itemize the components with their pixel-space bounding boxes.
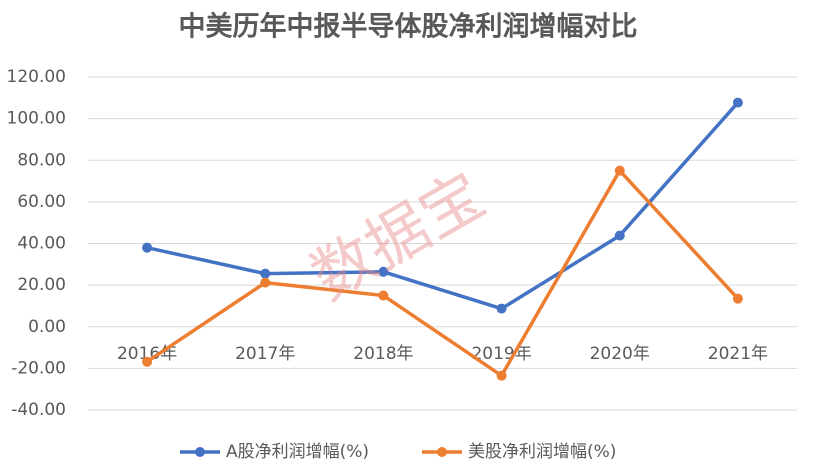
point — [614, 165, 625, 176]
y-tick-label: 80.00 — [17, 150, 66, 170]
legend-marker — [195, 447, 205, 457]
point — [496, 303, 507, 314]
y-tick-label: 120.00 — [7, 67, 66, 87]
watermark: 数据宝 — [299, 158, 497, 314]
point — [732, 97, 743, 108]
point — [732, 293, 743, 304]
y-tick-label: 40.00 — [17, 234, 66, 254]
point — [378, 290, 389, 301]
y-tick-label: 0.00 — [28, 317, 66, 337]
x-tick-label: 2020年 — [590, 344, 650, 364]
x-tick-label: 2017年 — [235, 344, 295, 364]
series-line — [146, 168, 740, 378]
point — [142, 242, 153, 253]
point — [260, 277, 271, 288]
y-tick-label: 20.00 — [17, 275, 66, 295]
y-tick-label: 60.00 — [17, 192, 66, 212]
x-tick-label: 2016年 — [117, 344, 177, 364]
point — [142, 356, 153, 367]
point — [614, 230, 625, 241]
y-tick-label: 100.00 — [7, 109, 66, 129]
series-line — [146, 101, 740, 311]
point — [260, 268, 271, 279]
legend-label: A股净利润增幅(%) — [226, 442, 369, 462]
x-tick-label: 2018年 — [353, 344, 413, 364]
legend-marker — [437, 447, 447, 457]
x-tick-label: 2021年 — [708, 344, 768, 364]
point — [378, 266, 389, 277]
chart-title: 中美历年中报半导体股净利润增幅对比 — [179, 11, 638, 43]
point — [496, 370, 507, 381]
y-tick-label: -20.00 — [11, 358, 66, 378]
y-tick-label: -40.00 — [11, 400, 66, 420]
legend-label: 美股净利润增幅(%) — [468, 442, 616, 462]
